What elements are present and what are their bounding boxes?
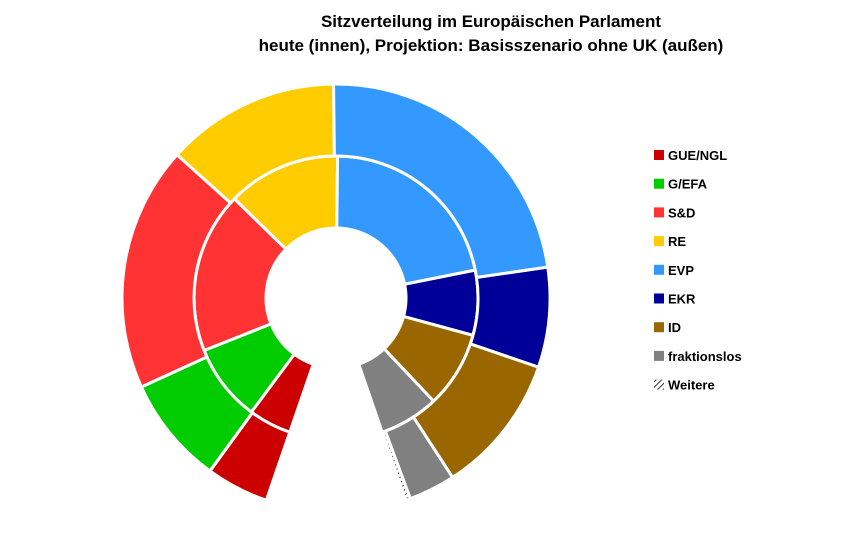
legend-label-sandd: S&D: [668, 205, 695, 220]
legend-swatch-sandd: [654, 207, 664, 218]
legend-label-ekr: EKR: [668, 292, 696, 307]
legend-item-id: ID: [654, 320, 681, 335]
legend-item-gue-ngl: GUE/NGL: [654, 148, 727, 163]
legend-label-re: RE: [668, 234, 686, 249]
legend-item-sandd: S&D: [654, 205, 695, 220]
legend-swatch-gue-ngl: [654, 150, 664, 160]
legend-swatch-id: [654, 322, 664, 333]
legend-label-g-efa: G/EFA: [668, 177, 708, 192]
legend-item-re: RE: [654, 234, 686, 249]
outer-ring-slice-evp: [332, 82, 550, 280]
donut-rings: [120, 82, 552, 502]
chart-title: Sitzverteilung im Europäischen Parlament: [321, 12, 661, 31]
legend-label-evp: EVP: [668, 263, 694, 278]
legend: GUE/NGL G/EFA S&D RE EVP EKR ID fraktionslos Wei…: [654, 148, 742, 393]
chart-subtitle: heute (innen), Projektion: Basisszenario…: [259, 36, 724, 55]
legend-item-fraktionslos: fraktionslos: [654, 349, 742, 364]
legend-label-id: ID: [668, 320, 681, 335]
legend-swatch-g-efa: [654, 178, 664, 189]
legend-label-weitere: Weitere: [668, 378, 715, 393]
legend-label-gue-ngl: GUE/NGL: [668, 148, 727, 163]
legend-item-ekr: EKR: [654, 292, 696, 307]
legend-swatch-evp: [654, 264, 664, 275]
legend-swatch-fraktionslos: [654, 350, 664, 361]
legend-swatch-weitere: [654, 379, 664, 390]
legend-swatch-re: [654, 236, 664, 247]
outer-ring-slice-weitere: [380, 429, 412, 502]
legend-item-g-efa: G/EFA: [654, 177, 708, 192]
legend-item-evp: EVP: [654, 263, 694, 278]
legend-label-fraktionslos: fraktionslos: [668, 349, 742, 364]
legend-item-weitere: Weitere: [654, 378, 715, 393]
legend-swatch-ekr: [654, 293, 664, 304]
